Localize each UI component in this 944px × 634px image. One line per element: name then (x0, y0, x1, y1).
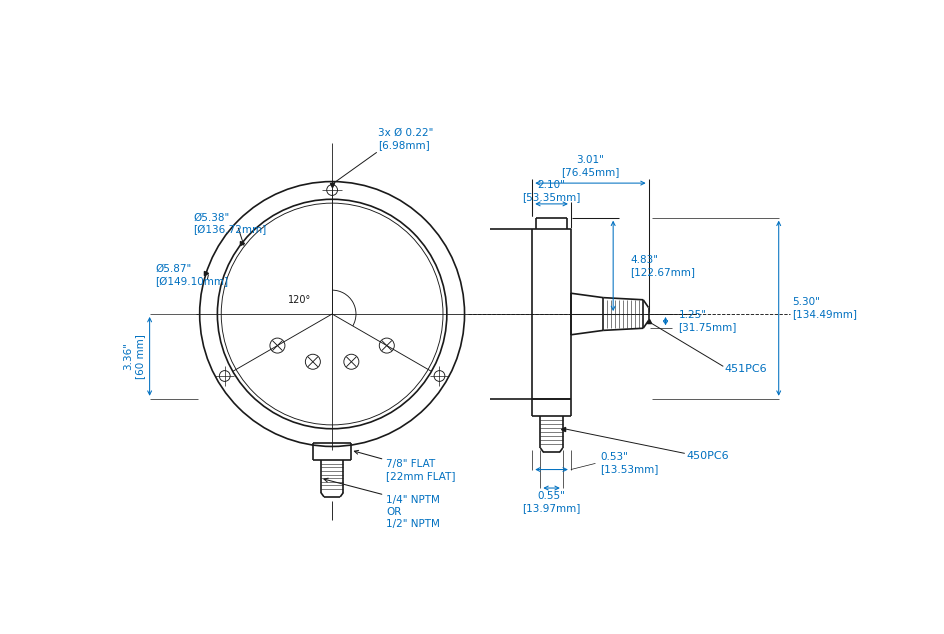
Text: 120°: 120° (288, 295, 312, 305)
Text: 4.83"
[122.67mm]: 4.83" [122.67mm] (630, 255, 695, 277)
Text: 7/8" FLAT
[22mm FLAT]: 7/8" FLAT [22mm FLAT] (386, 459, 456, 481)
Text: 451PC6: 451PC6 (725, 365, 767, 375)
Text: 3x Ø 0.22"
[6.98mm]: 3x Ø 0.22" [6.98mm] (379, 128, 433, 150)
Text: 1/4" NPTM
OR
1/2" NPTM: 1/4" NPTM OR 1/2" NPTM (386, 495, 440, 529)
Text: Ø5.38"
[Ø136.72mm]: Ø5.38" [Ø136.72mm] (194, 212, 267, 235)
Text: 3.36"
[60 mm]: 3.36" [60 mm] (123, 334, 145, 378)
Text: Ø5.87"
[Ø149.10mm]: Ø5.87" [Ø149.10mm] (155, 264, 228, 287)
Text: 0.53"
[13.53mm]: 0.53" [13.53mm] (600, 452, 659, 475)
Text: 450PC6: 450PC6 (686, 451, 729, 461)
Text: 2.10"
[53.35mm]: 2.10" [53.35mm] (522, 179, 581, 202)
Text: 5.30"
[134.49mm]: 5.30" [134.49mm] (792, 297, 857, 320)
Text: 3.01"
[76.45mm]: 3.01" [76.45mm] (562, 155, 619, 178)
Text: 1.25"
[31.75mm]: 1.25" [31.75mm] (679, 310, 737, 332)
Text: 0.55"
[13.97mm]: 0.55" [13.97mm] (522, 491, 581, 513)
